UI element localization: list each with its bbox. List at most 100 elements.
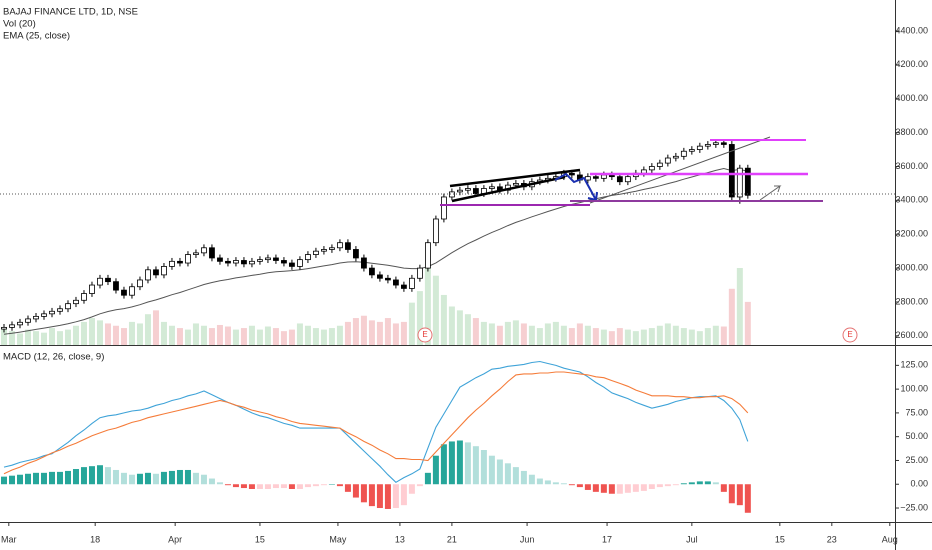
volume-bar bbox=[392, 323, 399, 345]
candle-body bbox=[305, 254, 311, 261]
volume-bar bbox=[656, 325, 663, 345]
histogram-bar bbox=[504, 463, 511, 485]
channel-top bbox=[449, 168, 581, 188]
candle-body bbox=[129, 286, 135, 296]
histogram-bar bbox=[576, 484, 583, 488]
volume-bar bbox=[192, 323, 199, 345]
volume-bar bbox=[136, 323, 143, 345]
volume-bar bbox=[96, 320, 103, 345]
x-tick-label: 17 bbox=[602, 534, 612, 544]
histogram-bar bbox=[104, 467, 111, 485]
volume-bar bbox=[232, 329, 239, 345]
volume-bar bbox=[216, 324, 223, 345]
histogram-bar bbox=[640, 484, 647, 491]
volume-bar bbox=[600, 329, 607, 345]
y-tick-label: 4000.00 bbox=[895, 93, 928, 103]
histogram-bar bbox=[368, 484, 375, 507]
volume-bar bbox=[480, 321, 487, 345]
candle-body bbox=[289, 262, 295, 267]
y-tick-label: 0.00 bbox=[910, 479, 928, 489]
volume-bar bbox=[616, 328, 623, 345]
drawn-arrow bbox=[759, 185, 782, 201]
histogram-bar bbox=[616, 484, 623, 494]
volume-bar bbox=[736, 268, 743, 345]
histogram-bar bbox=[584, 484, 591, 490]
volume-bar bbox=[432, 275, 439, 345]
volume-bar bbox=[360, 315, 367, 345]
histogram-bar bbox=[480, 450, 487, 485]
candle-body bbox=[600, 174, 607, 179]
candle-body bbox=[17, 321, 23, 326]
histogram-bar bbox=[632, 484, 639, 492]
histogram-bar bbox=[272, 484, 279, 489]
volume-bar bbox=[72, 325, 79, 345]
histogram-bar bbox=[648, 484, 655, 489]
histogram-bar bbox=[336, 484, 343, 487]
volume-bar bbox=[176, 328, 183, 345]
histogram-bar bbox=[416, 484, 423, 487]
candle-body bbox=[409, 277, 415, 289]
candle-body bbox=[456, 189, 463, 193]
histogram-bar bbox=[144, 472, 151, 485]
candle-body bbox=[185, 254, 191, 264]
x-tick-label: 21 bbox=[447, 534, 457, 544]
volume-bar bbox=[728, 288, 735, 345]
histogram-bar bbox=[32, 472, 39, 485]
candle-body bbox=[193, 252, 199, 255]
candle-body bbox=[472, 188, 479, 194]
volume-bar bbox=[8, 331, 15, 345]
volume-bar bbox=[184, 329, 191, 345]
histogram-bar bbox=[464, 442, 471, 485]
histogram-bar bbox=[456, 440, 463, 485]
histogram-bar bbox=[712, 482, 719, 485]
histogram-bar bbox=[168, 470, 175, 485]
volume-bar bbox=[224, 326, 231, 345]
histogram-bar bbox=[664, 484, 671, 487]
volume-bar bbox=[488, 323, 495, 345]
candle-body bbox=[137, 279, 143, 288]
volume-bar bbox=[288, 329, 295, 345]
candle-body bbox=[464, 188, 471, 191]
histogram-bar bbox=[112, 469, 119, 485]
event-label[interactable]: E bbox=[847, 330, 852, 339]
candle-body bbox=[433, 218, 439, 244]
candle-body bbox=[145, 269, 151, 281]
histogram-bar bbox=[408, 484, 415, 494]
histogram-bar bbox=[672, 484, 679, 486]
histogram-bar bbox=[440, 444, 447, 485]
volume-bar bbox=[512, 320, 519, 345]
candle-body bbox=[736, 167, 743, 198]
volume-bar bbox=[528, 325, 535, 345]
macd-line bbox=[3, 371, 749, 475]
histogram-bar bbox=[392, 484, 399, 509]
event-label[interactable]: E bbox=[422, 330, 427, 339]
volume-bar bbox=[160, 321, 167, 345]
volume-bar bbox=[384, 318, 391, 345]
candle-body bbox=[568, 172, 575, 176]
volume-bar bbox=[272, 328, 279, 345]
candle-body bbox=[401, 284, 407, 289]
histogram-bar bbox=[384, 484, 391, 509]
histogram-bar bbox=[488, 455, 495, 485]
histogram-bar bbox=[536, 478, 543, 485]
volume-bar bbox=[696, 331, 703, 345]
x-tick-label: Apr bbox=[168, 534, 182, 544]
histogram-bar bbox=[608, 484, 615, 494]
y-tick-label: 3000.00 bbox=[895, 262, 928, 272]
candle-body bbox=[696, 145, 703, 150]
x-tick-label: 15 bbox=[775, 534, 785, 544]
volume-bar bbox=[256, 329, 263, 345]
histogram-bar bbox=[312, 484, 319, 487]
y-tick-label: 2600.00 bbox=[895, 330, 928, 340]
candle-body bbox=[361, 257, 367, 269]
histogram-bar bbox=[736, 484, 743, 506]
x-tick-label: 15 bbox=[255, 534, 265, 544]
volume-bar bbox=[32, 331, 39, 345]
histogram-bar bbox=[552, 482, 559, 485]
candle-body bbox=[217, 257, 223, 262]
volume-bar bbox=[240, 328, 247, 345]
event-marker[interactable] bbox=[842, 327, 858, 343]
event-marker[interactable] bbox=[417, 327, 433, 343]
y-tick-label: 125.00 bbox=[900, 360, 928, 370]
candle-body bbox=[89, 284, 95, 294]
